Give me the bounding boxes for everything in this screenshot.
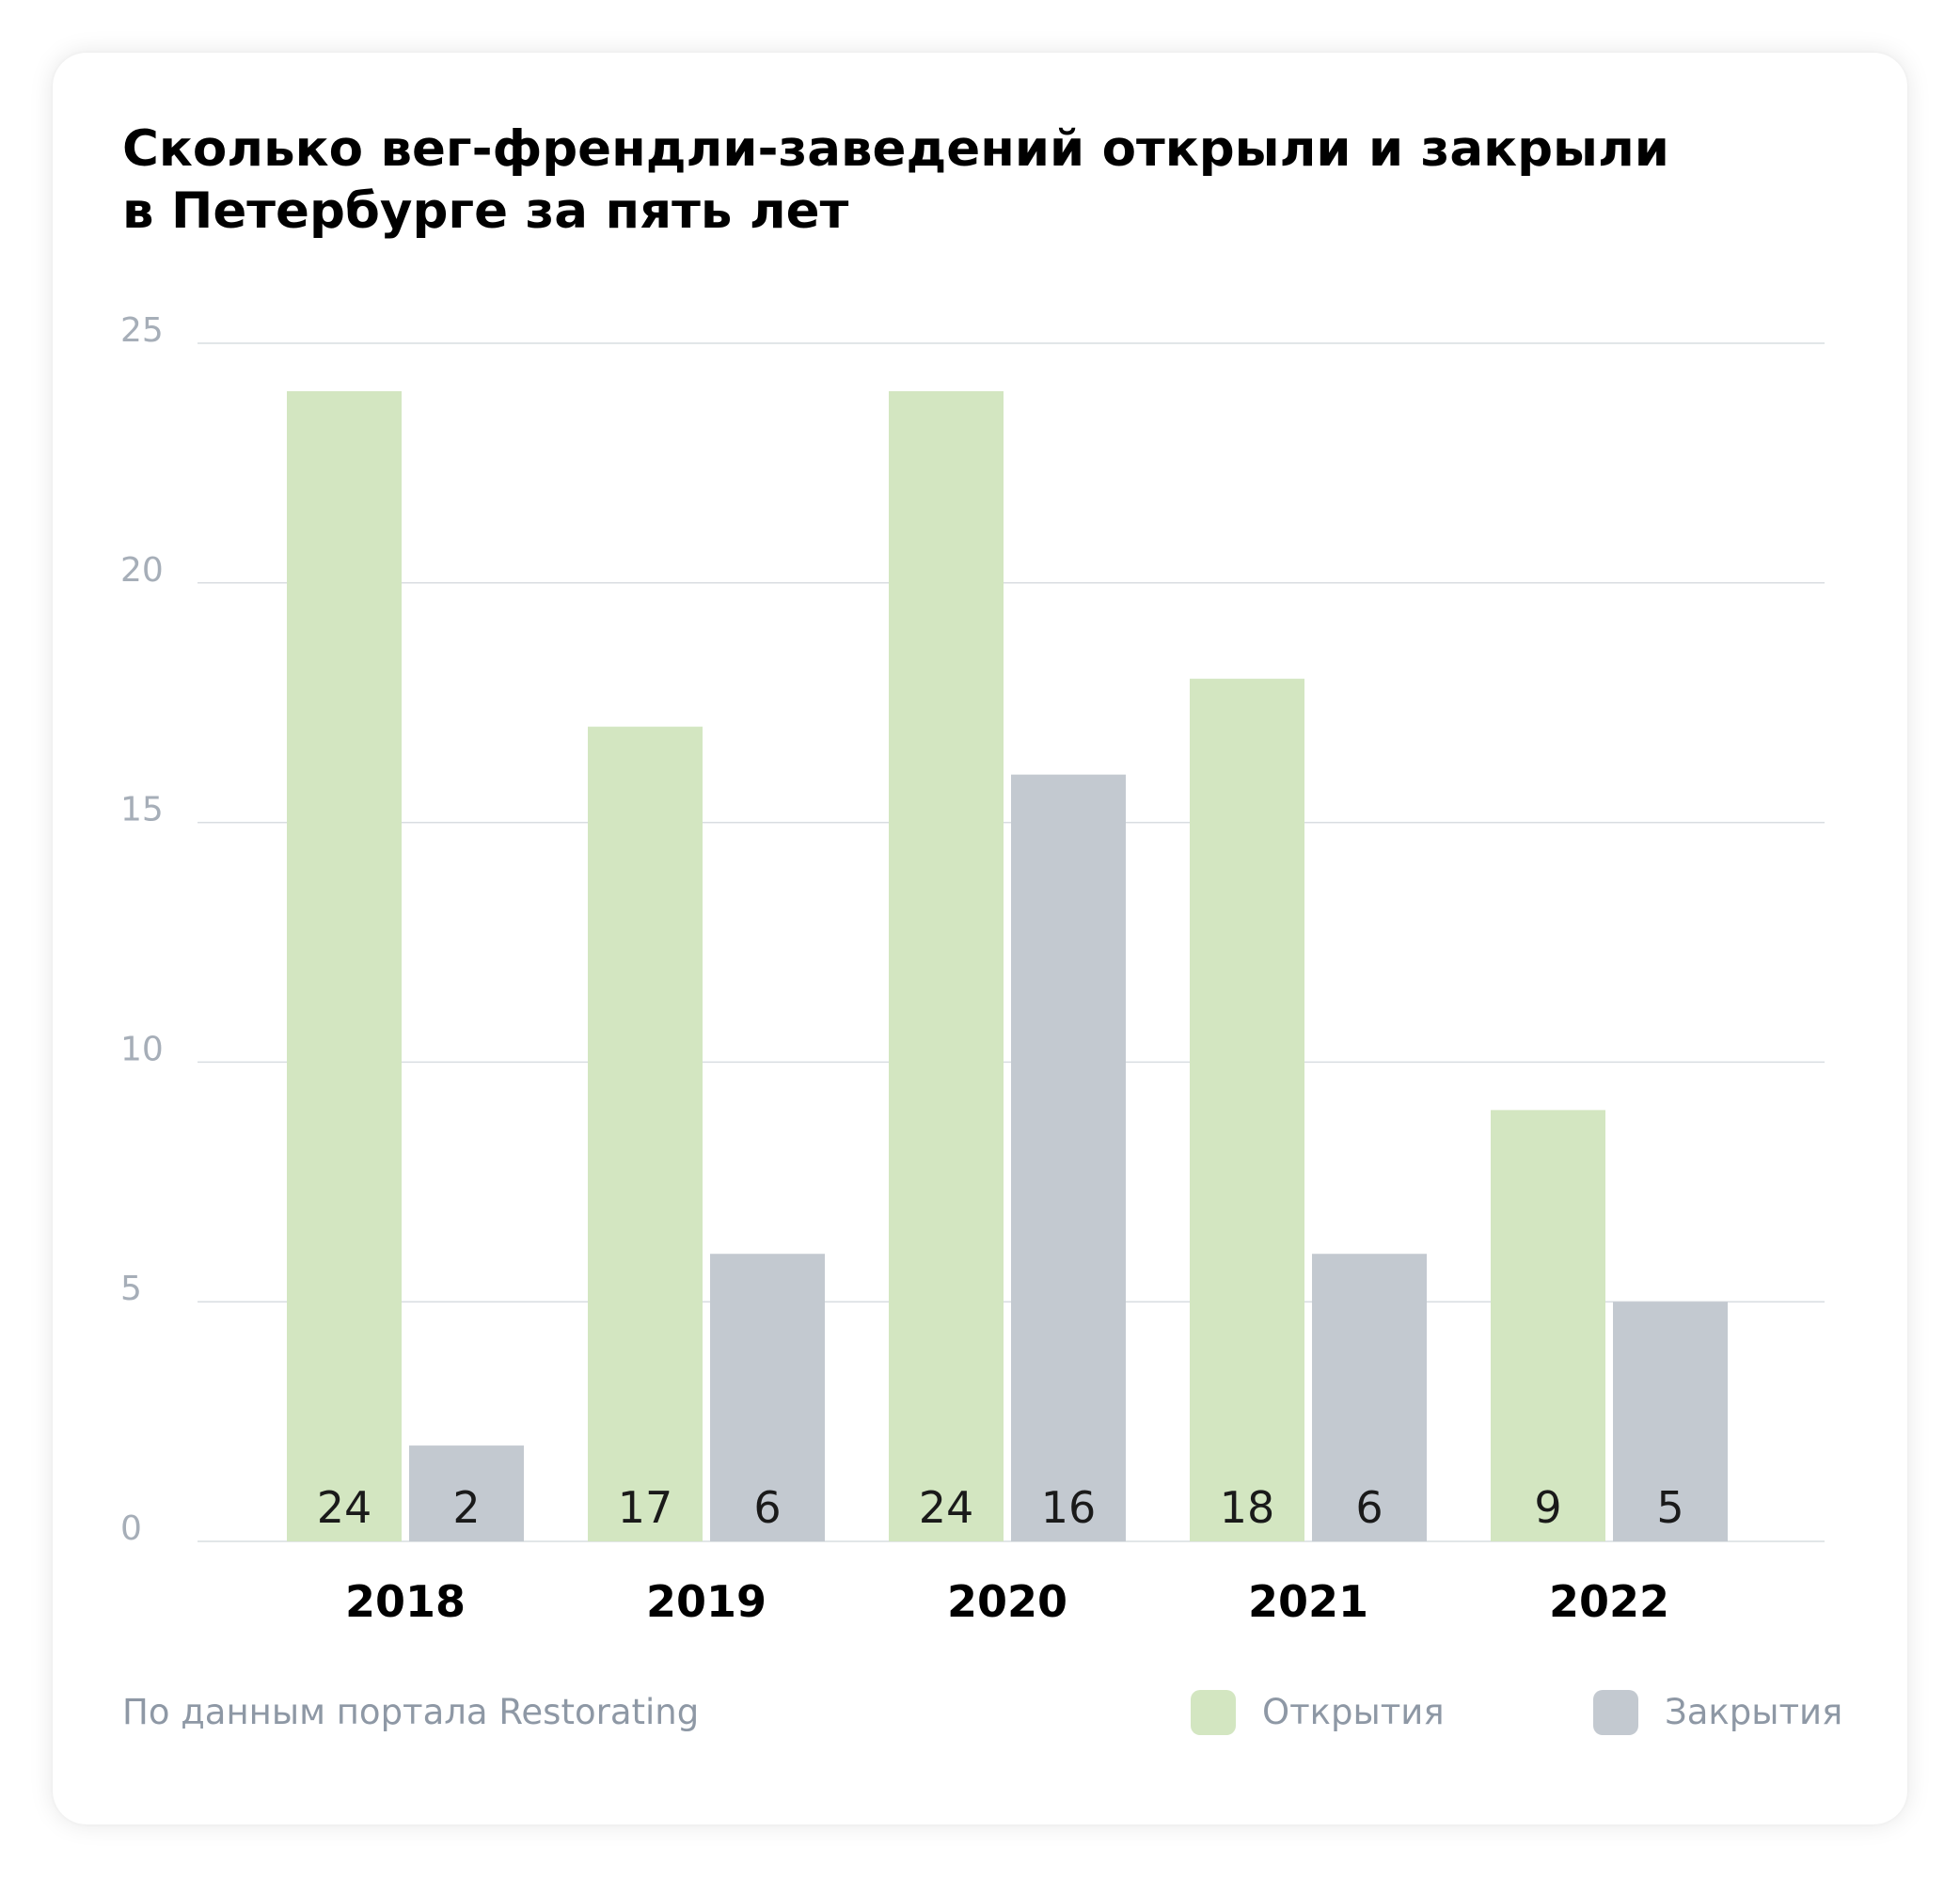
y-tick-label-20: 20 (120, 551, 164, 590)
data-label-openings-2021: 18 (1220, 1482, 1275, 1533)
x-category-label-2019: 2019 (646, 1576, 767, 1627)
bar-closings-2022 (1613, 1302, 1728, 1541)
bar-openings-2019 (588, 726, 703, 1541)
legend-item-closings: Закрытия (1593, 1690, 1842, 1735)
bar-openings-2018 (287, 390, 402, 1542)
data-label-closings-2018: 2 (452, 1482, 480, 1533)
data-label-closings-2022: 5 (1656, 1482, 1683, 1533)
source-note: По данным портала Restorating (122, 1692, 700, 1732)
x-category-label-2018: 2018 (345, 1576, 466, 1627)
legend-label-closings: Закрытия (1665, 1692, 1843, 1732)
y-tick-label-25: 25 (120, 311, 164, 350)
legend-item-openings: Открытия (1191, 1690, 1445, 1735)
bar-closings-2018 (409, 1445, 524, 1541)
y-tick-label-10: 10 (120, 1030, 164, 1068)
legend-swatch-openings (1191, 1690, 1236, 1735)
data-label-closings-2021: 6 (1355, 1482, 1383, 1533)
bar-closings-2021 (1312, 1254, 1427, 1541)
x-category-label-2021: 2021 (1248, 1576, 1368, 1627)
bar-openings-2021 (1190, 678, 1304, 1541)
y-tick-label-5: 5 (120, 1270, 142, 1308)
data-label-openings-2019: 17 (618, 1482, 673, 1533)
data-label-openings-2020: 24 (919, 1482, 974, 1533)
bar-openings-2022 (1491, 1110, 1605, 1541)
data-label-openings-2022: 9 (1534, 1482, 1561, 1533)
data-label-closings-2019: 6 (753, 1482, 781, 1533)
y-tick-label-15: 15 (120, 791, 164, 829)
y-tick-label-0: 0 (120, 1509, 142, 1548)
bar-openings-2020 (889, 390, 1004, 1542)
bar-closings-2020 (1011, 774, 1126, 1541)
bar-closings-2019 (710, 1254, 825, 1541)
chart-title: Сколько вег-френдли-заведений открыли и … (122, 120, 1669, 240)
x-category-label-2020: 2020 (947, 1576, 1067, 1627)
data-label-closings-2020: 16 (1041, 1482, 1097, 1533)
legend-label-openings: Открытия (1262, 1692, 1445, 1732)
legend-swatch-closings (1593, 1690, 1638, 1735)
data-label-openings-2018: 24 (317, 1482, 372, 1533)
x-category-label-2022: 2022 (1549, 1576, 1669, 1627)
